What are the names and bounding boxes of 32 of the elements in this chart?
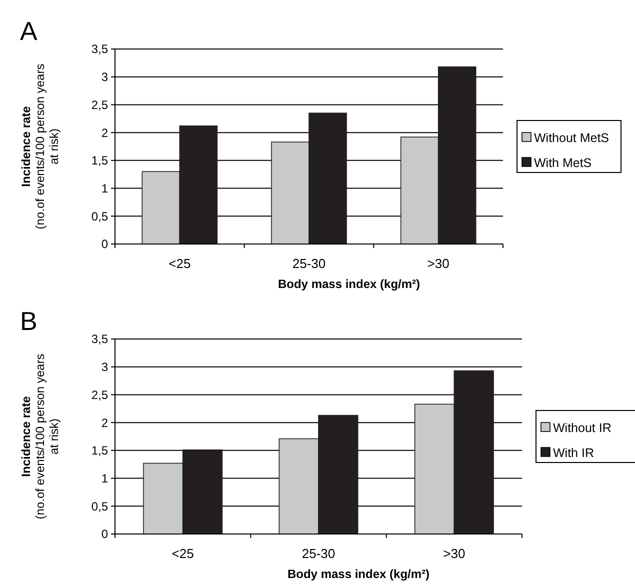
y-tick-label: 1 xyxy=(101,181,108,196)
x-tick-label: >30 xyxy=(443,546,466,561)
chart-title: A xyxy=(20,16,38,46)
y-tick-label: 1,5 xyxy=(91,154,108,168)
y-tick-label: 1 xyxy=(101,471,108,486)
y-tick-label: 2 xyxy=(101,416,108,430)
x-tick-label: >30 xyxy=(427,256,450,271)
x-axis-title: Body mass index (kg/m²) xyxy=(287,567,430,581)
y-tick-label: 3 xyxy=(101,70,108,84)
y-tick-label: 2,5 xyxy=(91,388,108,402)
y-tick-label: 0,5 xyxy=(91,499,108,514)
legend-label: With IR xyxy=(553,446,594,460)
y-tick-label: 2,5 xyxy=(91,98,108,112)
legend-label: Without IR xyxy=(553,420,612,435)
y-tick-label: 3 xyxy=(101,360,108,374)
y-tick-label: 0 xyxy=(101,527,108,542)
y-tick-label: 1,5 xyxy=(91,444,108,458)
x-tick-label: 25-30 xyxy=(292,256,326,271)
legend-label: Without MetS xyxy=(534,130,610,145)
y-tick-label: 2 xyxy=(101,126,108,140)
y-tick-label: 3,5 xyxy=(91,332,108,346)
y-tick-label: 3,5 xyxy=(91,42,108,56)
x-tick-label: <25 xyxy=(172,546,194,561)
x-tick-label: <25 xyxy=(168,256,191,271)
legend-label: With MetS xyxy=(534,156,592,170)
y-axis-title: Incidence rate (no.of events/100 person years at risk) xyxy=(19,64,61,230)
y-tick-label: 0,5 xyxy=(91,209,108,224)
y-axis-title: Incidence rate (no.of events/100 person years at risk) xyxy=(19,354,61,520)
y-tick-label: 0 xyxy=(101,237,108,252)
chart-title: B xyxy=(20,306,38,336)
x-axis-title: Body mass index (kg/m²) xyxy=(278,277,420,291)
x-tick-label: 25-30 xyxy=(302,546,336,561)
